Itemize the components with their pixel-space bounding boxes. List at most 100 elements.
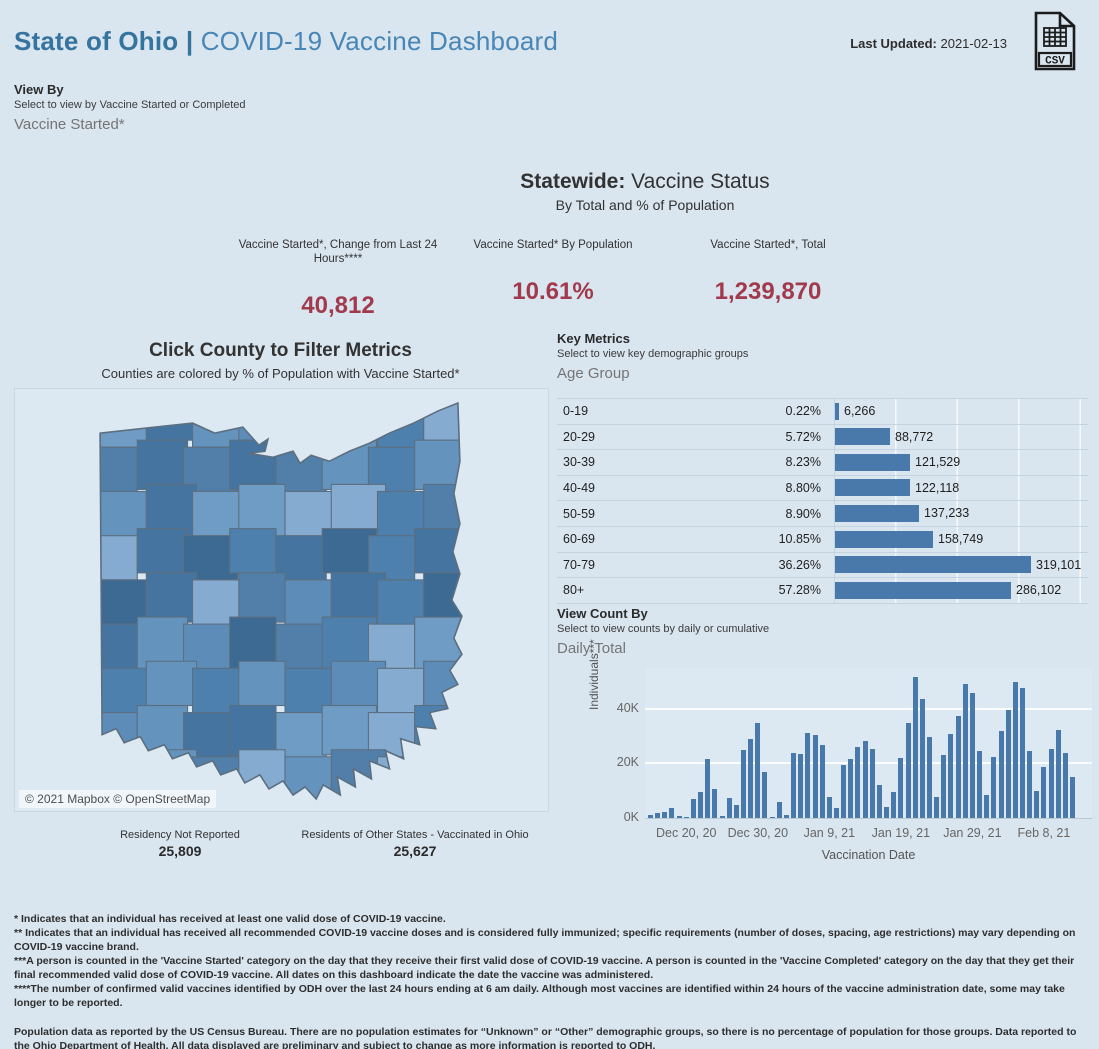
county-shape[interactable] bbox=[136, 528, 189, 574]
other-states-label: Residents of Other States - Vaccinated i… bbox=[301, 829, 529, 841]
age-group-bar bbox=[835, 453, 910, 471]
other-states-value: 25,627 bbox=[393, 843, 437, 859]
daily-bar bbox=[669, 807, 675, 818]
residency-not-reported-stat: Residency Not Reported 25,809 bbox=[80, 829, 280, 859]
daily-bar bbox=[740, 749, 746, 818]
residency-not-reported-value: 25,809 bbox=[158, 843, 202, 859]
daily-bar bbox=[841, 764, 847, 818]
x-tick-label: Jan 29, 21 bbox=[943, 826, 1002, 840]
daily-bar bbox=[1005, 710, 1011, 818]
age-group-label: 0-19 bbox=[563, 404, 589, 419]
kpi-change-24h-value: 40,812 bbox=[301, 292, 375, 319]
county-shape[interactable] bbox=[376, 756, 425, 801]
county-shape[interactable] bbox=[423, 401, 467, 441]
statewide-title-bold: Statewide: bbox=[520, 170, 626, 193]
daily-bar bbox=[826, 796, 832, 818]
kpi-pct-population-label: Vaccine Started* By Population bbox=[473, 239, 633, 251]
age-group-bar-panel: 286,102 bbox=[834, 578, 1088, 603]
view-count-by-control: View Count By Select to view counts by d… bbox=[557, 606, 769, 657]
county-shape[interactable] bbox=[414, 439, 465, 490]
county-shape[interactable] bbox=[321, 704, 378, 756]
county-shape[interactable] bbox=[367, 446, 416, 498]
daily-bar bbox=[1027, 750, 1033, 818]
age-group-bar-panel: 88,772 bbox=[834, 424, 1088, 450]
daily-bar bbox=[819, 745, 825, 818]
age-group-bar-panel: 319,101 bbox=[834, 552, 1088, 578]
county-shape[interactable] bbox=[238, 572, 286, 623]
daily-bar bbox=[991, 756, 997, 818]
age-group-bar bbox=[835, 581, 1011, 599]
daily-bar bbox=[919, 698, 925, 818]
daily-total-chart: Individuals*** Vaccination Date 0K 20K 40K… bbox=[557, 639, 1097, 868]
county-shape[interactable] bbox=[95, 446, 138, 498]
county-shape[interactable] bbox=[321, 528, 378, 574]
daily-bar bbox=[812, 735, 818, 818]
daily-bar bbox=[862, 740, 868, 818]
county-shape[interactable] bbox=[423, 660, 467, 707]
age-group-label: 40-49 bbox=[563, 481, 595, 496]
ohio-county-map[interactable] bbox=[95, 401, 467, 801]
age-group-bar bbox=[835, 402, 839, 420]
statewide-title-rest: Vaccine Status bbox=[625, 170, 770, 193]
daily-bar bbox=[898, 758, 904, 818]
county-shape[interactable] bbox=[284, 403, 336, 448]
daily-total-dropdown[interactable]: Daily Total bbox=[557, 640, 626, 657]
county-shape[interactable] bbox=[145, 572, 198, 623]
age-group-row: 60-69 10.85% 158,749 bbox=[557, 525, 1088, 552]
age-group-count: 121,529 bbox=[915, 455, 961, 470]
gridline bbox=[645, 762, 1092, 765]
y-tick-label: 0K bbox=[623, 810, 639, 824]
daily-bar bbox=[934, 796, 940, 818]
footnotes: * Indicates that an individual has recei… bbox=[14, 912, 1078, 1049]
map-subtitle: Counties are colored by % of Population … bbox=[101, 366, 460, 381]
county-shape[interactable] bbox=[136, 704, 189, 756]
county-shape[interactable] bbox=[330, 572, 387, 623]
y-tick-label: 40K bbox=[616, 700, 639, 715]
county-shape[interactable] bbox=[229, 528, 277, 574]
age-group-count: 88,772 bbox=[895, 429, 934, 444]
county-shape[interactable] bbox=[238, 749, 286, 801]
county-shape[interactable] bbox=[145, 401, 198, 441]
age-group-row: 70-79 36.26% 319,101 bbox=[557, 551, 1088, 578]
county-shape[interactable] bbox=[367, 535, 416, 581]
county-shape[interactable] bbox=[238, 401, 286, 441]
daily-bar bbox=[941, 755, 947, 818]
population-note: Population data as reported by the US Ce… bbox=[14, 1026, 1077, 1049]
y-tick-label: 20K bbox=[616, 755, 639, 770]
age-group-bar-panel: 158,749 bbox=[834, 526, 1088, 552]
daily-bar bbox=[776, 802, 782, 818]
age-group-pct: 0.22% bbox=[785, 404, 821, 419]
county-shape[interactable] bbox=[229, 704, 277, 756]
spreadsheet-grid-icon bbox=[1043, 27, 1067, 47]
county-shape[interactable] bbox=[330, 660, 387, 707]
daily-bar bbox=[783, 814, 789, 818]
kpi-total-value: 1,239,870 bbox=[714, 278, 822, 305]
daily-bar bbox=[926, 736, 932, 818]
county-shape[interactable] bbox=[136, 439, 189, 490]
county-shape[interactable] bbox=[238, 660, 286, 707]
county-shape[interactable] bbox=[145, 660, 198, 707]
map-attribution[interactable]: © 2021 Mapbox © OpenStreetMap bbox=[19, 790, 217, 808]
csv-download-button[interactable]: CSV bbox=[1031, 11, 1079, 71]
age-group-pct: 8.80% bbox=[785, 481, 821, 496]
age-group-bar bbox=[835, 504, 919, 522]
county-shape[interactable] bbox=[100, 579, 147, 630]
daily-bar bbox=[905, 722, 911, 818]
daily-bar bbox=[683, 817, 689, 818]
residency-not-reported-label: Residency Not Reported bbox=[120, 829, 240, 841]
age-group-pct: 57.28% bbox=[778, 583, 821, 598]
daily-bar bbox=[855, 747, 861, 818]
view-by-dropdown[interactable]: Vaccine Started* bbox=[14, 116, 125, 133]
daily-bar bbox=[1019, 688, 1025, 818]
daily-bar bbox=[977, 750, 983, 818]
county-shape[interactable] bbox=[229, 439, 277, 490]
age-group-pct: 10.85% bbox=[778, 532, 821, 547]
county-shape[interactable] bbox=[414, 704, 465, 756]
map-title: Click County to Filter Metrics bbox=[149, 340, 412, 361]
county-shape[interactable] bbox=[330, 401, 387, 441]
demographic-group-dropdown[interactable]: Age Group bbox=[557, 365, 630, 382]
county-shape[interactable] bbox=[95, 535, 138, 581]
county-shape[interactable] bbox=[423, 749, 467, 801]
page-title-separator: | bbox=[178, 26, 201, 56]
county-shapes[interactable] bbox=[95, 401, 467, 801]
